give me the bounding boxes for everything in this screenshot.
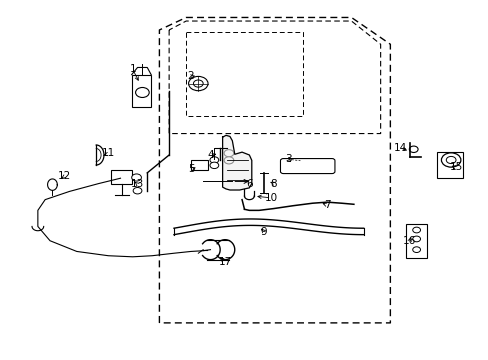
Circle shape xyxy=(412,227,420,233)
Text: 10: 10 xyxy=(264,193,277,203)
FancyBboxPatch shape xyxy=(191,159,207,170)
Circle shape xyxy=(209,157,218,163)
FancyBboxPatch shape xyxy=(111,170,131,184)
FancyBboxPatch shape xyxy=(131,75,151,107)
Text: 12: 12 xyxy=(58,171,71,181)
Circle shape xyxy=(193,80,203,87)
Text: 6: 6 xyxy=(245,179,252,189)
Text: 11: 11 xyxy=(102,148,115,158)
Circle shape xyxy=(408,146,417,153)
Text: 14: 14 xyxy=(393,143,406,153)
FancyBboxPatch shape xyxy=(436,152,462,178)
Circle shape xyxy=(188,76,207,91)
Text: 5: 5 xyxy=(187,164,194,174)
Text: 16: 16 xyxy=(403,236,416,246)
Circle shape xyxy=(135,87,149,98)
Text: 9: 9 xyxy=(260,227,267,237)
Circle shape xyxy=(412,236,420,242)
Circle shape xyxy=(133,188,142,194)
Text: 17: 17 xyxy=(218,257,231,267)
Circle shape xyxy=(209,162,218,168)
Text: 3: 3 xyxy=(285,154,291,163)
Circle shape xyxy=(224,157,233,164)
Polygon shape xyxy=(222,135,251,190)
FancyBboxPatch shape xyxy=(280,158,334,174)
Text: 1: 1 xyxy=(129,64,136,74)
Text: 4: 4 xyxy=(207,150,213,160)
Text: 2: 2 xyxy=(187,71,194,81)
Text: 7: 7 xyxy=(323,200,330,210)
Circle shape xyxy=(446,157,455,163)
Circle shape xyxy=(224,150,233,157)
Circle shape xyxy=(412,247,420,252)
FancyBboxPatch shape xyxy=(406,224,426,258)
Circle shape xyxy=(131,174,141,181)
Text: 15: 15 xyxy=(448,162,462,172)
Text: 8: 8 xyxy=(270,179,276,189)
Text: 13: 13 xyxy=(131,179,144,189)
Circle shape xyxy=(441,153,460,167)
